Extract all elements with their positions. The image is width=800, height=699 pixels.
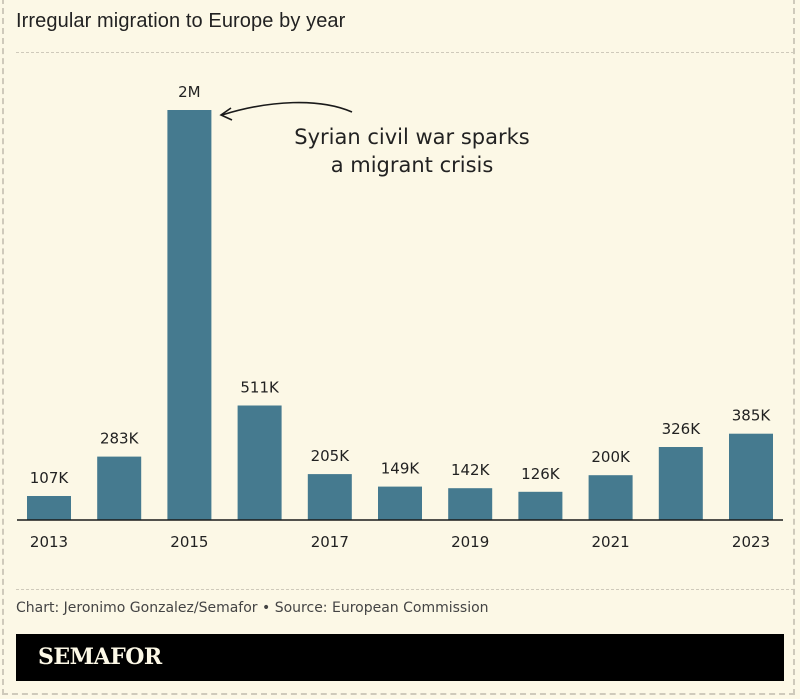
x-tick-label-2023: 2023 [732, 533, 770, 551]
data-label-2015: 2M [178, 83, 201, 101]
bars-group [27, 110, 773, 520]
data-label-2022: 326K [662, 420, 702, 438]
data-label-2017: 205K [311, 447, 351, 465]
brand-logo: SEMAFOR [38, 644, 162, 670]
x-tick-label-2019: 2019 [451, 533, 489, 551]
x-tick-label-2015: 2015 [170, 533, 208, 551]
chart-credit: Chart: Jeronimo Gonzalez/Semafor • Sourc… [16, 600, 489, 616]
annotation-text-line-2: a migrant crisis [331, 153, 494, 177]
bar-2015 [167, 110, 212, 520]
chart-title: Irregular migration to Europe by year [16, 10, 346, 32]
brand-banner: SEMAFOR [16, 634, 784, 681]
data-label-2018: 149K [381, 460, 421, 478]
footer-divider [16, 589, 794, 590]
data-labels-group: 107K 283K 2M 511K 205K 149K 142K 126K 200K 326K 38… [30, 83, 772, 487]
data-label-2013: 107K [30, 469, 70, 487]
bar-2021 [588, 475, 633, 520]
bar-2014 [97, 456, 142, 520]
bar-2020 [518, 491, 563, 520]
bar-2013 [27, 496, 71, 520]
annotation-arrow [221, 101, 353, 116]
bar-2017 [307, 474, 352, 520]
annotation: Syrian civil war sparks a migrant crisis [219, 101, 530, 177]
bar-chart: 107K 283K 2M 511K 205K 149K 142K 126K 200K 326K 38… [17, 83, 783, 551]
data-label-2019: 142K [451, 461, 491, 479]
data-label-2021: 200K [591, 448, 631, 466]
bar-2019 [448, 488, 493, 520]
bar-2018 [378, 486, 422, 520]
x-tick-labels-group: 2013 2015 2017 2019 2021 2023 [30, 533, 770, 551]
x-tick-label-2013: 2013 [30, 533, 68, 551]
annotation-text-line-1: Syrian civil war sparks [294, 125, 529, 149]
data-label-2020: 126K [521, 465, 561, 483]
data-label-2023: 385K [732, 407, 772, 425]
data-label-2014: 283K [100, 430, 140, 448]
annotation-arrowhead [219, 107, 233, 121]
title-divider [16, 52, 794, 53]
bar-2023 [729, 433, 773, 520]
x-tick-label-2017: 2017 [311, 533, 349, 551]
bar-2022 [658, 447, 703, 520]
x-tick-label-2021: 2021 [592, 533, 630, 551]
bar-2016 [237, 405, 282, 520]
data-label-2016: 511K [240, 379, 280, 397]
